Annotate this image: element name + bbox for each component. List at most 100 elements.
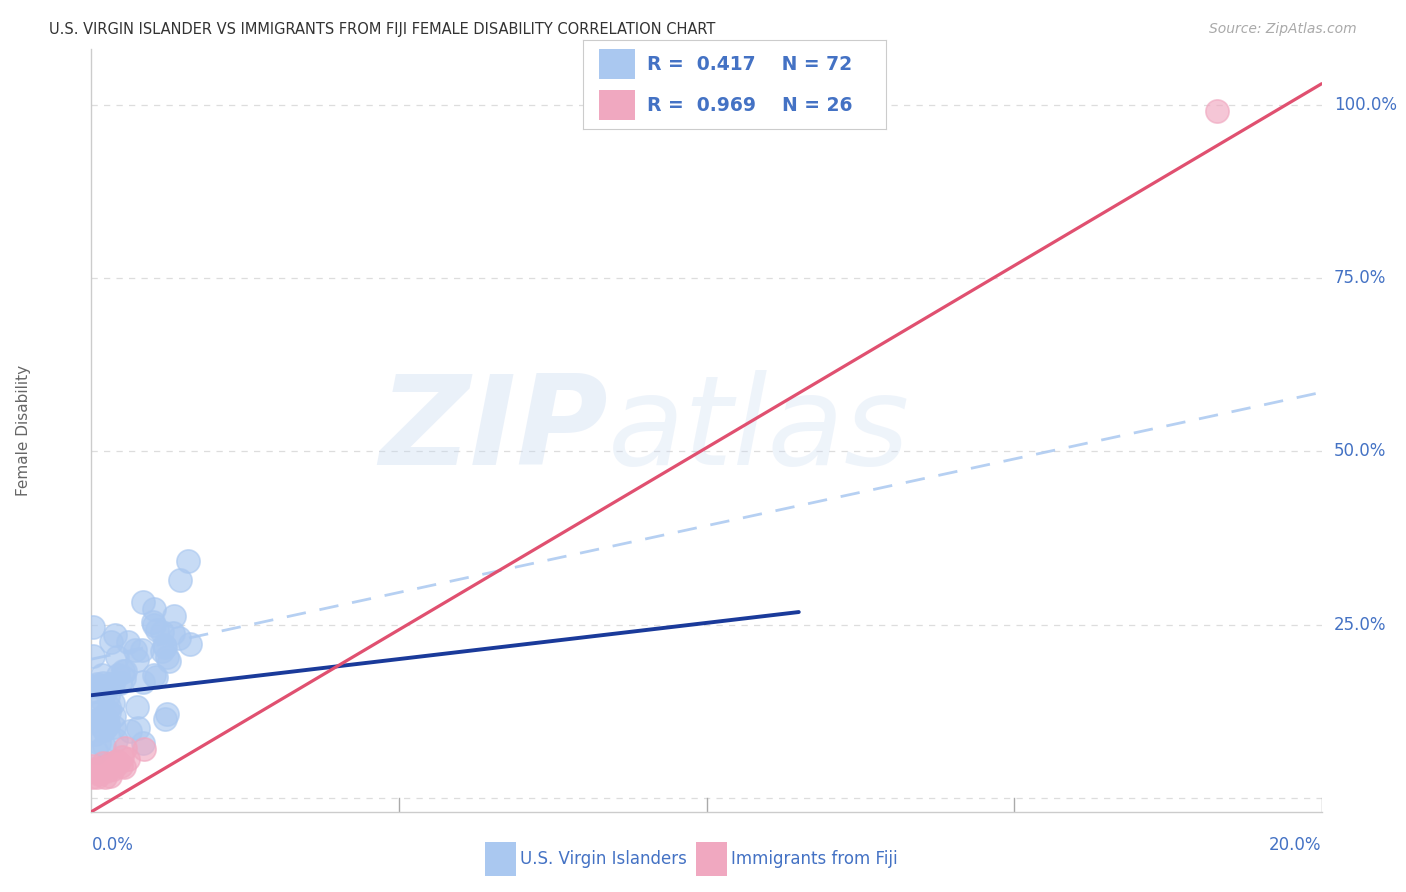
Point [143,668,166,682]
Point [1206,104,1229,119]
Point [177,554,200,568]
Point [80,759,103,773]
Point [82,770,104,784]
Point [127,721,149,735]
Text: R =  0.969    N = 26: R = 0.969 N = 26 [647,95,852,115]
Point [132,736,155,750]
Point [101,677,124,691]
Point [167,631,190,645]
Point [91,720,114,734]
Point [93,739,115,754]
Point [97,690,120,704]
Text: 75.0%: 75.0% [1334,268,1386,287]
Point [103,720,125,734]
Point [104,732,127,747]
Point [97,759,120,773]
Point [169,573,191,587]
Text: R =  0.417    N = 72: R = 0.417 N = 72 [647,54,852,74]
Point [97,700,120,714]
Point [112,664,135,678]
Point [90,693,112,707]
Point [157,654,180,668]
Point [87,736,110,750]
Point [93,723,115,738]
Point [86,677,108,691]
Point [107,756,129,771]
Point [82,648,104,663]
Point [101,696,124,710]
Text: atlas: atlas [607,370,910,491]
Point [91,712,114,726]
Point [100,634,122,648]
Point [91,676,114,690]
Text: 50.0%: 50.0% [1334,442,1386,460]
Point [124,643,146,657]
Point [80,679,103,693]
Point [84,764,107,778]
Point [111,750,134,764]
Point [100,756,122,771]
Point [114,740,136,755]
Point [84,706,107,721]
Point [82,620,104,634]
Point [143,601,166,615]
Point [103,708,125,723]
Point [156,650,179,665]
Point [93,681,115,696]
Point [142,618,165,632]
Point [89,767,111,781]
Bar [599,90,636,120]
Point [152,644,174,658]
Text: Immigrants from Fiji: Immigrants from Fiji [731,850,898,868]
Point [97,718,120,732]
Point [104,756,127,771]
Point [117,752,139,766]
Point [134,742,156,756]
Point [105,755,128,769]
Point [110,759,132,773]
Text: 20.0%: 20.0% [1270,836,1322,854]
Point [96,713,118,727]
Text: Source: ZipAtlas.com: Source: ZipAtlas.com [1209,22,1357,37]
Point [83,762,105,776]
Point [104,756,127,771]
Point [146,623,169,637]
Point [125,699,148,714]
Point [97,705,120,719]
Point [84,727,107,741]
Point [114,760,136,774]
Point [91,668,114,682]
Point [87,705,110,719]
Point [125,653,148,667]
Point [153,712,176,726]
Point [91,756,114,770]
Text: ZIP: ZIP [380,370,607,491]
Point [132,675,155,690]
Text: U.S. Virgin Islanders: U.S. Virgin Islanders [520,850,688,868]
Point [117,634,139,648]
Text: 0.0%: 0.0% [91,836,134,854]
Point [94,683,117,698]
Point [97,717,120,731]
Text: 25.0%: 25.0% [1334,615,1386,633]
Point [114,665,136,679]
Point [112,672,135,686]
Point [84,745,107,759]
Point [103,756,125,771]
Point [156,707,179,722]
Point [107,667,129,681]
Point [94,770,117,784]
Point [153,640,176,655]
Point [163,609,186,624]
Point [132,595,155,609]
Point [89,679,111,693]
Point [104,628,127,642]
Point [90,709,112,723]
Bar [599,49,636,79]
Point [93,760,115,774]
Point [98,677,121,691]
Point [131,643,153,657]
Text: Female Disability: Female Disability [17,365,31,496]
Point [152,625,174,640]
Point [142,615,165,630]
